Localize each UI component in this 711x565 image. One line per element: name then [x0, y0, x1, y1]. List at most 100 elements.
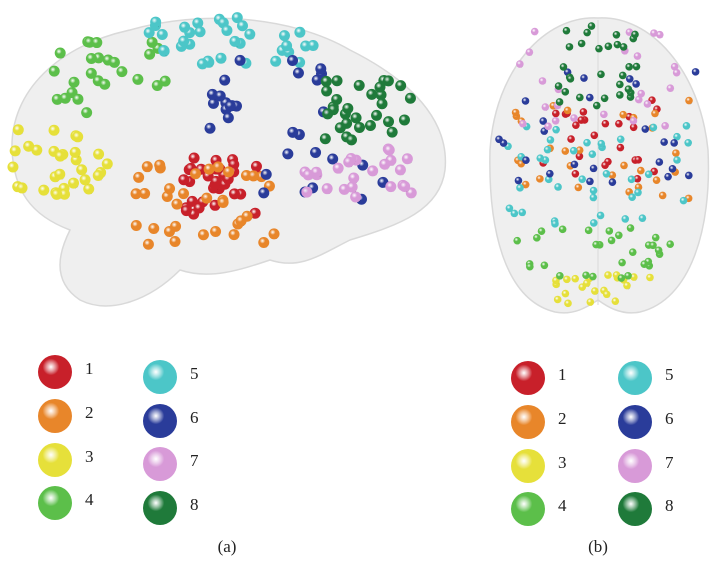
node: [237, 20, 248, 31]
node: [379, 159, 390, 170]
node: [86, 53, 97, 64]
node: [683, 122, 691, 130]
node: [261, 169, 272, 180]
node: [333, 163, 344, 174]
node: [552, 126, 560, 134]
node: [631, 31, 639, 39]
node: [13, 124, 24, 135]
node: [93, 149, 104, 160]
node: [639, 214, 647, 222]
node: [582, 271, 590, 279]
legend-label: 2: [558, 409, 567, 428]
legend-label: 4: [85, 490, 94, 509]
node: [618, 274, 626, 282]
legend-label: 3: [558, 453, 567, 472]
node: [384, 145, 395, 156]
node: [551, 220, 559, 228]
node: [587, 298, 595, 306]
node: [615, 120, 623, 128]
node: [595, 45, 603, 53]
node: [347, 182, 358, 193]
node: [590, 165, 598, 173]
node: [592, 241, 600, 249]
node: [625, 63, 633, 71]
node: [615, 231, 623, 239]
node: [563, 276, 571, 284]
node: [23, 141, 34, 152]
node: [667, 84, 675, 92]
legend-label: 5: [190, 364, 199, 383]
node: [567, 135, 575, 143]
node: [258, 187, 269, 198]
node: [322, 183, 333, 194]
legend-swatch: [38, 355, 72, 389]
node: [552, 110, 560, 118]
node: [576, 94, 584, 102]
node: [628, 176, 636, 184]
node: [567, 75, 575, 83]
node: [164, 183, 175, 194]
node: [555, 82, 563, 90]
node: [652, 234, 660, 242]
node: [281, 40, 292, 51]
node: [634, 156, 642, 164]
node: [635, 96, 643, 104]
node: [269, 228, 280, 239]
node: [215, 90, 226, 101]
node: [150, 17, 161, 28]
node: [661, 122, 669, 130]
legend-label: 8: [665, 496, 674, 515]
legend-swatch: [618, 449, 652, 483]
node: [198, 229, 209, 240]
node: [511, 210, 519, 218]
node: [561, 147, 569, 155]
node: [109, 57, 120, 68]
node: [194, 203, 205, 214]
node: [556, 272, 564, 280]
node: [68, 178, 79, 189]
node: [55, 48, 66, 59]
node: [402, 153, 413, 164]
panel-label: (a): [218, 537, 237, 556]
node: [225, 100, 236, 111]
node: [617, 144, 625, 152]
node: [342, 103, 353, 114]
node: [629, 248, 637, 256]
node: [343, 157, 354, 168]
legend-swatch: [38, 399, 72, 433]
node: [570, 114, 578, 122]
node: [99, 79, 110, 90]
node: [634, 52, 642, 60]
node: [660, 138, 668, 146]
node: [148, 223, 159, 234]
node: [644, 100, 652, 108]
node: [515, 177, 523, 185]
node: [623, 282, 631, 290]
node: [223, 166, 234, 177]
node: [522, 156, 530, 164]
node: [170, 236, 181, 247]
node: [17, 182, 28, 193]
node: [54, 169, 65, 180]
node: [590, 187, 598, 195]
node: [139, 188, 150, 199]
node: [651, 110, 659, 118]
node: [93, 170, 104, 181]
node: [60, 93, 71, 104]
node: [616, 91, 624, 99]
node: [571, 161, 579, 169]
node: [195, 26, 206, 37]
node: [210, 226, 221, 237]
node: [577, 116, 585, 124]
node: [608, 237, 616, 245]
node: [630, 117, 638, 125]
node: [178, 188, 189, 199]
node: [669, 165, 677, 173]
node: [287, 55, 298, 66]
legend-label: 3: [85, 447, 94, 466]
node: [633, 63, 641, 71]
node: [81, 107, 92, 118]
node: [91, 37, 102, 48]
node: [512, 109, 520, 117]
node: [322, 108, 333, 119]
